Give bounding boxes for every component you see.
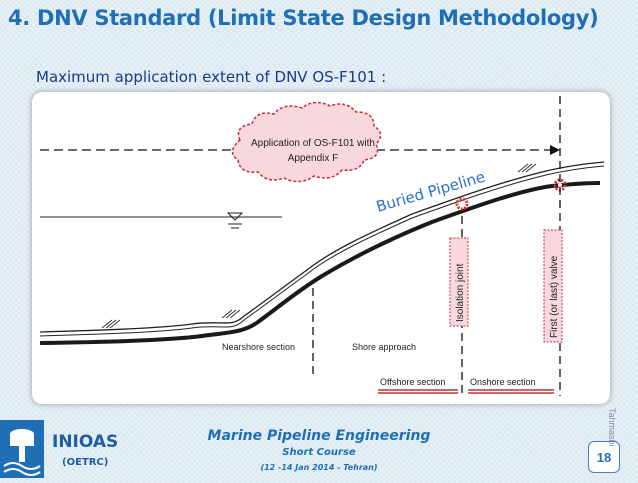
logo-block: [0, 420, 44, 478]
slide-title: 4. DNV Standard (Limit State Design Meth…: [8, 6, 599, 30]
ground-profile-line-lower: [39, 165, 605, 337]
nearshore-label: Nearshore section: [222, 342, 295, 352]
water-level-icon: [40, 212, 282, 229]
course-date: (12 -14 Jan 2014 - Tehran): [260, 463, 378, 472]
cloud-text-line2: Appendix F: [288, 153, 339, 164]
course-title: Marine Pipeline Engineering: [207, 428, 431, 444]
pipeline-extent-diagram: Application of OS-F101 with Appendix F B…: [39, 96, 605, 396]
first-valve-label: First (or last) valve: [549, 255, 560, 338]
course-subtitle: Short Course: [282, 447, 356, 458]
page-number-badge: 18: [588, 441, 620, 473]
water-tower-icon: [3, 429, 41, 476]
isolation-marker-icon: [455, 197, 469, 211]
org-name: INIOAS: [52, 432, 119, 452]
isolation-joint-label: Isolation joint: [455, 263, 466, 322]
cloud-text-line1: Application of OS-F101 with: [251, 138, 375, 149]
shore-approach-label: Shore approach: [352, 342, 416, 352]
slide-subtitle: Maximum application extent of DNV OS-F10…: [36, 68, 387, 86]
org-subname: (OETRC): [62, 457, 109, 468]
seabed-hatching: [101, 163, 537, 329]
pipeline: [39, 181, 601, 345]
diagram-panel: Application of OS-F101 with Appendix F B…: [32, 92, 610, 404]
onshore-label: Onshore section: [470, 377, 536, 387]
offshore-label: Offshore section: [380, 377, 445, 387]
author-label: Tahmasbi: [607, 408, 617, 447]
extent-arrow-icon: [550, 145, 560, 155]
isolation-joint-box: Isolation joint: [449, 237, 469, 327]
ground-profile-line: [39, 161, 605, 333]
cloud-callout: Application of OS-F101 with Appendix F: [231, 101, 382, 183]
first-valve-box: First (or last) valve: [543, 229, 563, 343]
